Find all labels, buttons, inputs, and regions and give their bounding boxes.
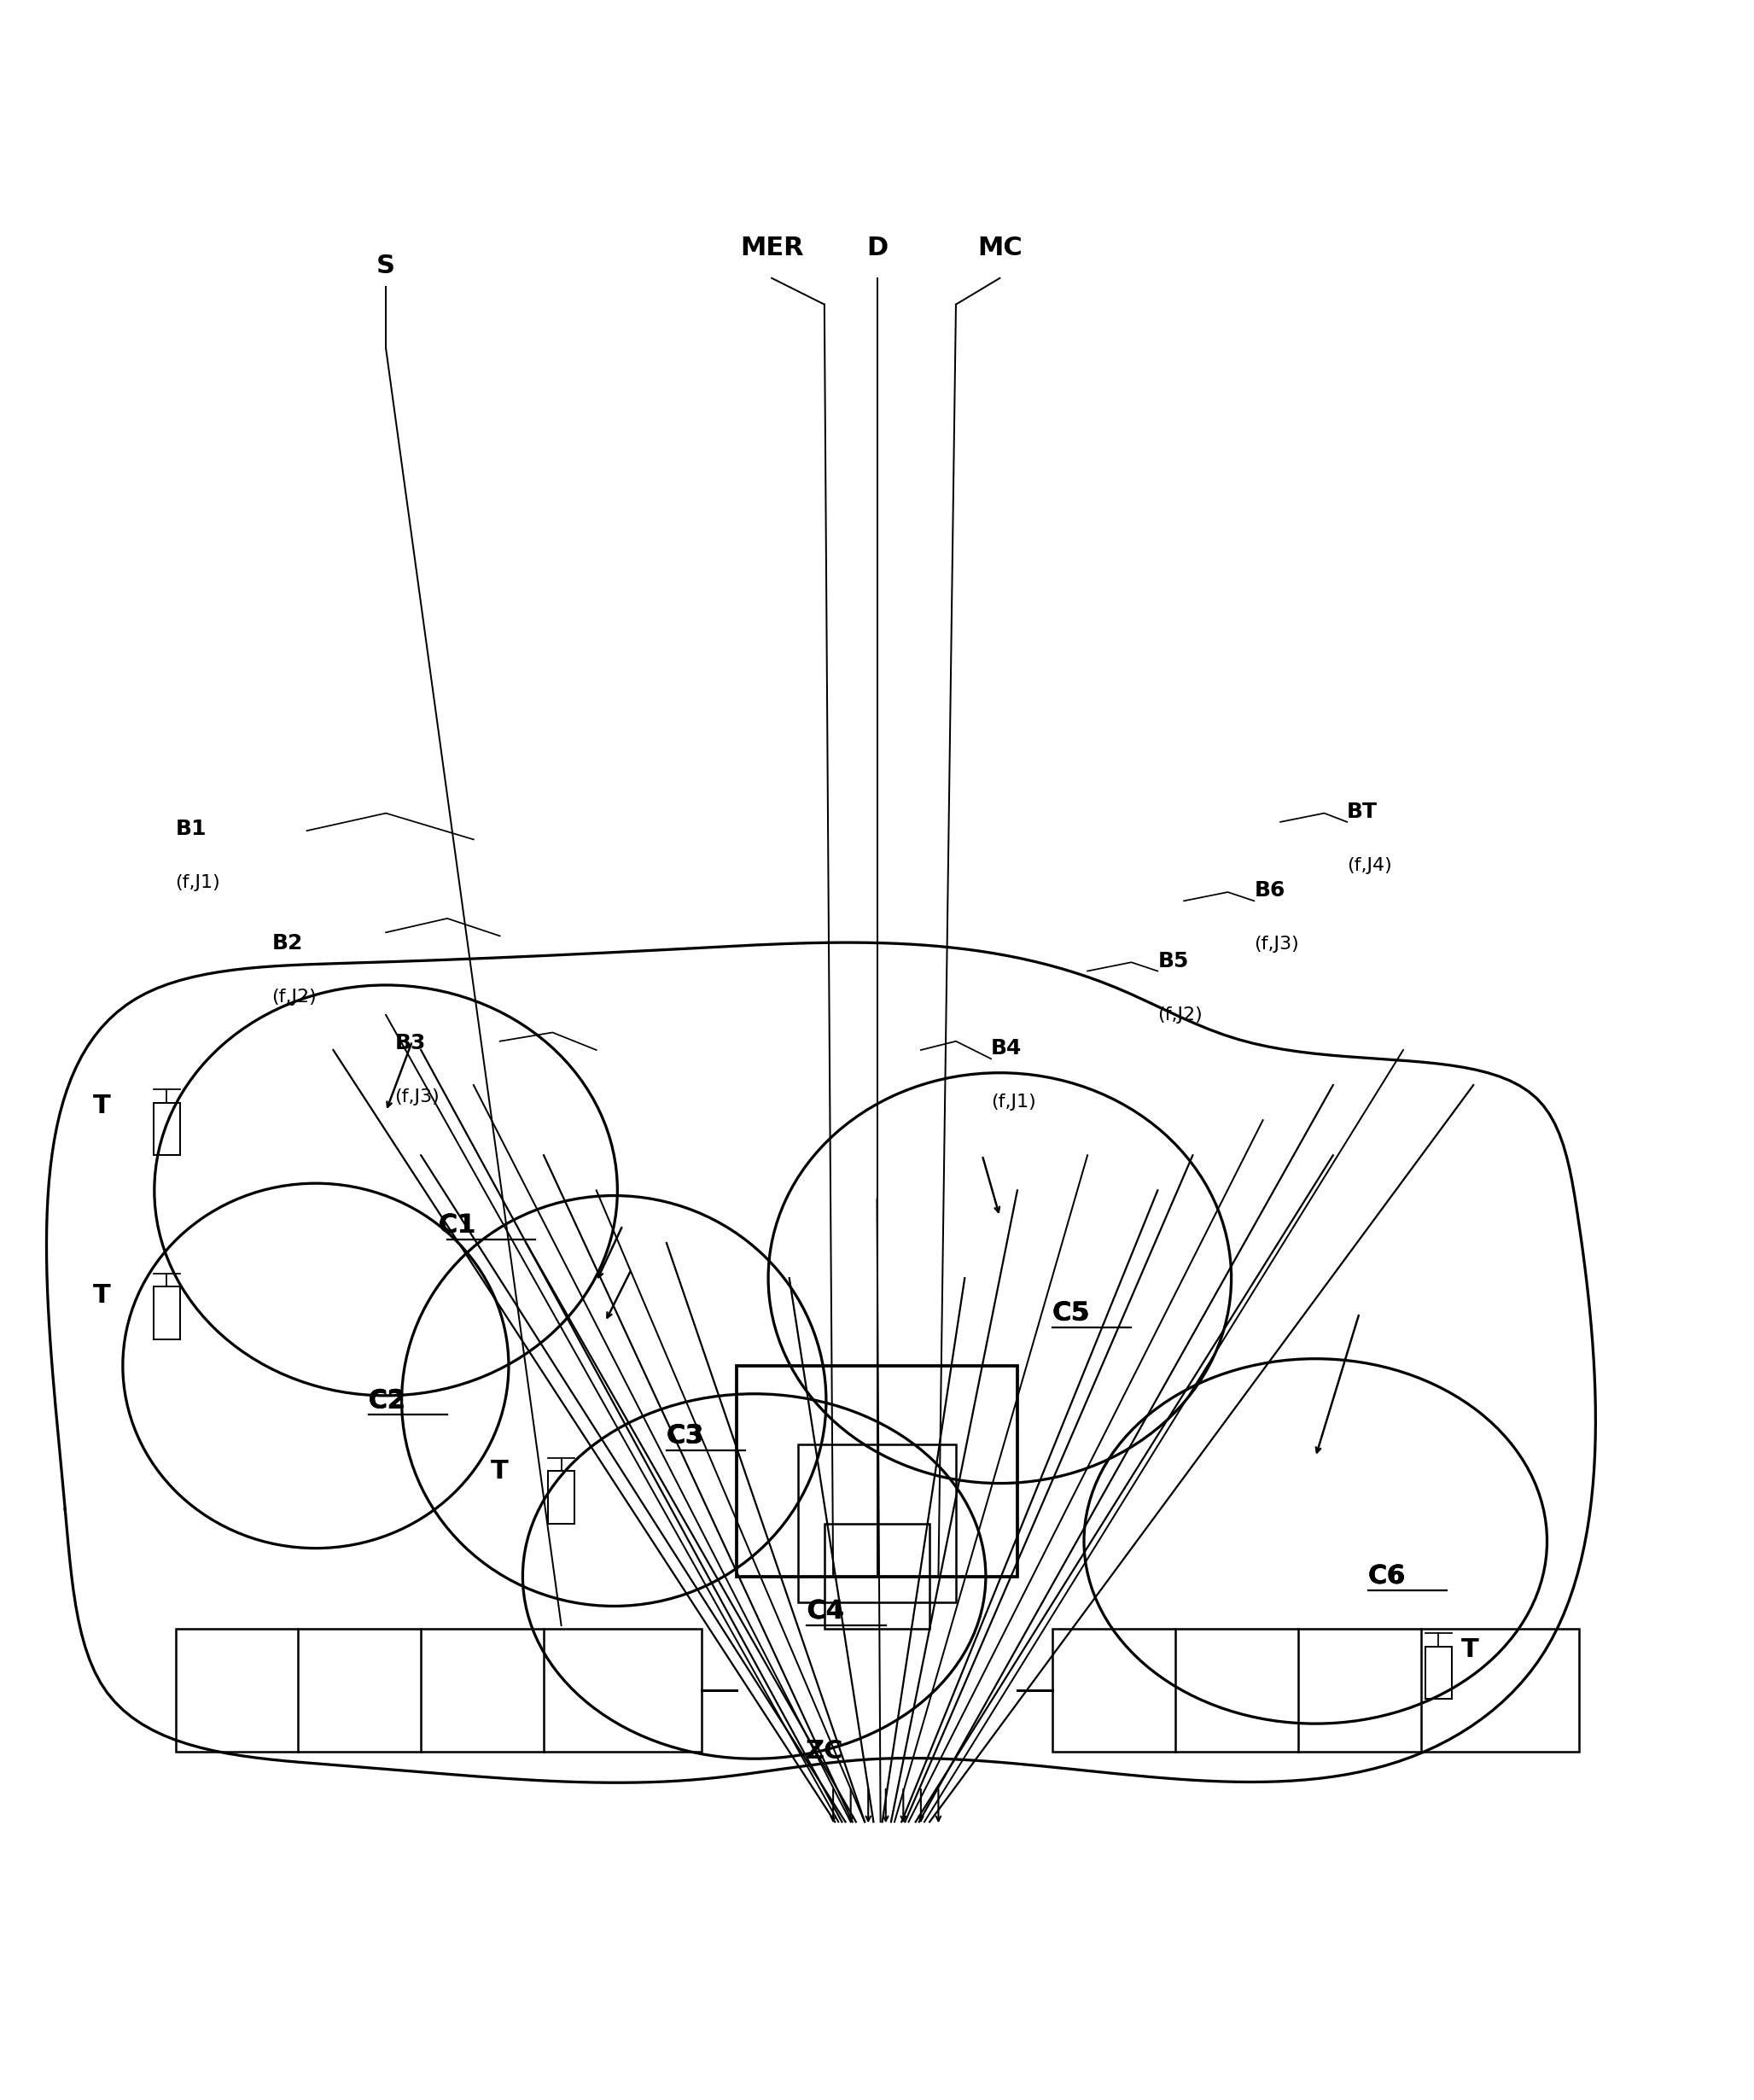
Text: (f,J1): (f,J1) xyxy=(175,874,221,892)
Text: T: T xyxy=(1461,1638,1479,1663)
Text: ZC: ZC xyxy=(805,1739,844,1764)
Text: B1: B1 xyxy=(175,819,207,840)
Text: (f,J4): (f,J4) xyxy=(1347,857,1393,874)
Text: C1: C1 xyxy=(438,1214,475,1237)
Text: B5: B5 xyxy=(1158,951,1189,970)
Text: C2: C2 xyxy=(368,1388,405,1413)
Text: C5: C5 xyxy=(1052,1300,1089,1325)
Text: MC: MC xyxy=(977,235,1023,260)
Text: B6: B6 xyxy=(1254,880,1286,901)
Bar xyxy=(154,1102,179,1155)
Text: C1: C1 xyxy=(438,1214,475,1237)
Text: (f,J3): (f,J3) xyxy=(395,1088,440,1107)
Text: T: T xyxy=(93,1283,111,1308)
Text: BT: BT xyxy=(1347,802,1379,821)
Text: B3: B3 xyxy=(395,1033,426,1054)
Text: C2: C2 xyxy=(368,1388,405,1413)
Bar xyxy=(798,1445,956,1602)
Text: T: T xyxy=(491,1459,509,1483)
Text: (f,J2): (f,J2) xyxy=(272,989,317,1006)
Bar xyxy=(154,1287,179,1340)
Text: C6: C6 xyxy=(1368,1564,1405,1590)
Text: MER: MER xyxy=(740,235,803,260)
Bar xyxy=(824,1525,930,1630)
Text: T: T xyxy=(93,1094,111,1119)
Bar xyxy=(547,1470,575,1525)
Bar xyxy=(1052,1630,1579,1751)
Text: C3: C3 xyxy=(667,1424,703,1449)
Text: C4: C4 xyxy=(807,1598,844,1623)
Text: B4: B4 xyxy=(991,1037,1023,1058)
Text: (f,J2): (f,J2) xyxy=(1158,1006,1203,1023)
Text: C6: C6 xyxy=(1368,1564,1405,1590)
Text: B2: B2 xyxy=(272,932,303,953)
Bar xyxy=(737,1365,1017,1577)
Bar xyxy=(1424,1646,1452,1699)
Text: D: D xyxy=(866,235,888,260)
Text: (f,J1): (f,J1) xyxy=(991,1094,1037,1111)
Text: C3: C3 xyxy=(667,1424,703,1449)
Text: C5: C5 xyxy=(1052,1300,1089,1325)
Text: (f,J3): (f,J3) xyxy=(1254,937,1300,953)
Text: C4: C4 xyxy=(807,1598,844,1623)
Bar xyxy=(175,1630,702,1751)
Text: S: S xyxy=(377,254,395,277)
